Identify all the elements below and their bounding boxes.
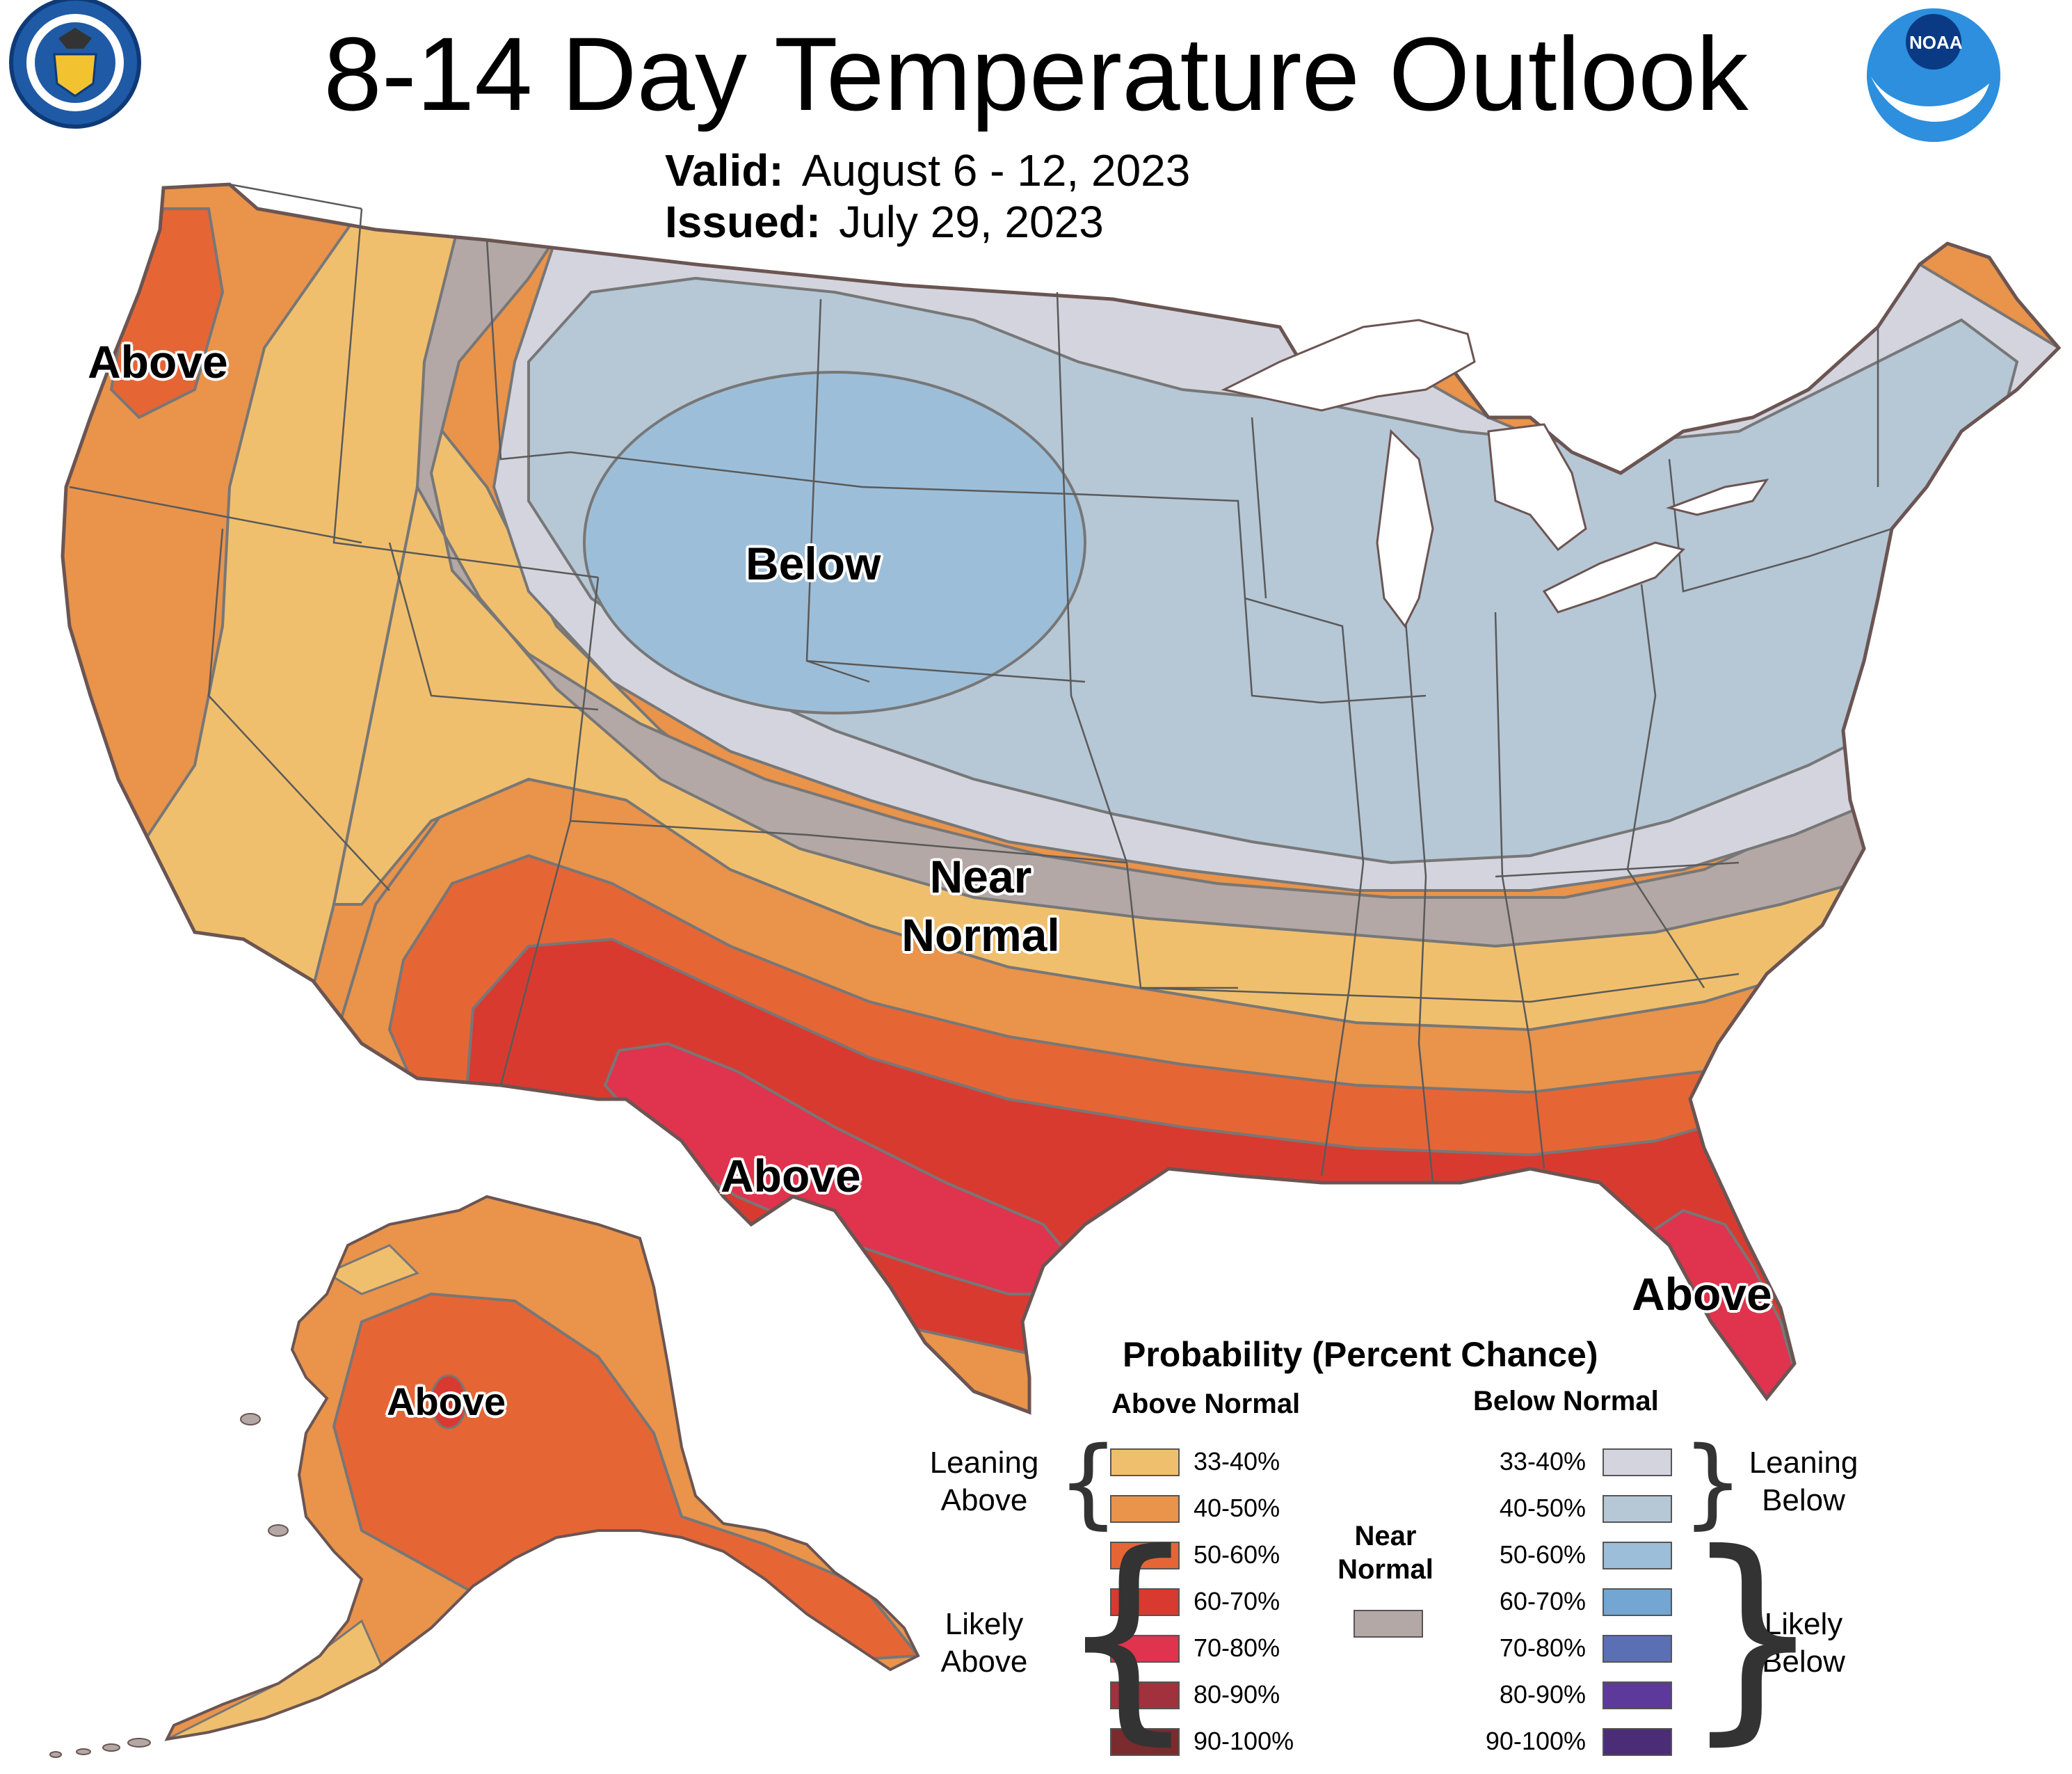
great-lakes bbox=[1221, 319, 1769, 628]
legend-below-header: Below Normal bbox=[1473, 1386, 1659, 1416]
label-near-normal-bottom: Normal bbox=[901, 909, 1060, 961]
below-normal-swatch bbox=[1603, 1588, 1672, 1616]
near-normal-legend-line1: Near bbox=[1354, 1521, 1417, 1551]
likely-below-label: Likely Below bbox=[1724, 1606, 1884, 1681]
below-normal-swatch bbox=[1603, 1448, 1672, 1476]
label-above-northwest: Above bbox=[88, 336, 228, 387]
legend-title: Probability (Percent Chance) bbox=[1123, 1335, 1598, 1374]
likely-above-brace: { bbox=[1057, 1505, 1199, 1764]
valid-dates: Valid: August 6 - 12, 2023 bbox=[665, 145, 1190, 196]
issued-value: July 29, 2023 bbox=[839, 197, 1104, 247]
leaning-below-line2: Below bbox=[1762, 1483, 1845, 1517]
label-above-alaska: Above bbox=[387, 1380, 506, 1423]
below-normal-range-label: 40-50% bbox=[1499, 1494, 1586, 1522]
aleutian-islands bbox=[49, 1413, 289, 1758]
below-normal-range-label: 33-40% bbox=[1499, 1447, 1586, 1476]
valid-value: August 6 - 12, 2023 bbox=[801, 145, 1191, 195]
likely-below-line1: Likely bbox=[1764, 1607, 1843, 1641]
above-normal-swatch bbox=[1110, 1542, 1180, 1569]
below-normal-swatch bbox=[1603, 1635, 1672, 1663]
above-normal-range-label: 90-100% bbox=[1194, 1727, 1294, 1755]
leaning-below-brace: } bbox=[1682, 1426, 1744, 1540]
above-normal-swatch bbox=[1110, 1635, 1180, 1663]
above-normal-swatch bbox=[1110, 1588, 1180, 1616]
noaa-logo-text: NOAA bbox=[1909, 32, 1963, 53]
likely-above-line1: Likely bbox=[945, 1607, 1024, 1641]
leaning-below-label: Leaning Below bbox=[1724, 1444, 1884, 1519]
above-normal-range-label: 60-70% bbox=[1194, 1587, 1280, 1615]
valid-label: Valid: bbox=[665, 145, 784, 195]
label-above-florida: Above bbox=[1632, 1268, 1772, 1320]
label-below-north: Below bbox=[746, 538, 881, 589]
below-normal-swatch bbox=[1603, 1495, 1672, 1523]
state-boundaries bbox=[69, 183, 1893, 1183]
below-normal-range-label: 90-100% bbox=[1485, 1727, 1586, 1755]
likely-below-brace: } bbox=[1682, 1505, 1824, 1764]
near-normal-legend-line2: Normal bbox=[1338, 1554, 1433, 1585]
above-normal-range-label: 70-80% bbox=[1194, 1633, 1280, 1662]
commerce-seal-logo bbox=[9, 0, 141, 129]
above-normal-swatch bbox=[1110, 1448, 1180, 1476]
leaning-above-label: Leaning Above bbox=[911, 1444, 1057, 1519]
near-normal-legend-label: Near Normal bbox=[1323, 1519, 1448, 1586]
likely-below-line2: Below bbox=[1762, 1645, 1845, 1679]
above-normal-range-label: 33-40% bbox=[1194, 1447, 1280, 1476]
alaska-outlook-bands bbox=[167, 1197, 918, 1739]
leaning-above-brace: { bbox=[1057, 1426, 1120, 1540]
likely-above-label: Likely Above bbox=[911, 1606, 1057, 1681]
below-normal-range-label: 50-60% bbox=[1499, 1540, 1586, 1569]
issued-label: Issued: bbox=[665, 197, 821, 247]
issued-date: Issued: July 29, 2023 bbox=[665, 196, 1104, 248]
leaning-below-line1: Leaning bbox=[1749, 1446, 1858, 1480]
below-normal-swatch bbox=[1603, 1542, 1672, 1569]
label-near-normal-top: Near bbox=[929, 851, 1032, 902]
above-normal-range-label: 40-50% bbox=[1194, 1494, 1280, 1522]
below-normal-range-label: 70-80% bbox=[1499, 1633, 1586, 1662]
label-above-south: Above bbox=[721, 1150, 861, 1201]
leaning-above-line1: Leaning bbox=[929, 1446, 1039, 1480]
below-normal-range-label: 60-70% bbox=[1499, 1587, 1586, 1615]
above-normal-swatch bbox=[1110, 1728, 1180, 1756]
leaning-above-line2: Above bbox=[940, 1483, 1028, 1517]
page-title: 8-14 Day Temperature Outlook bbox=[323, 15, 1749, 132]
noaa-logo bbox=[1867, 8, 2000, 142]
above-normal-range-label: 50-60% bbox=[1194, 1540, 1280, 1569]
below-normal-swatch bbox=[1603, 1681, 1672, 1709]
below-normal-range-label: 80-90% bbox=[1499, 1680, 1586, 1709]
near-normal-swatch bbox=[1354, 1610, 1423, 1638]
legend-above-header: Above Normal bbox=[1111, 1389, 1301, 1419]
likely-above-line2: Above bbox=[940, 1645, 1028, 1679]
above-normal-range-label: 80-90% bbox=[1194, 1680, 1280, 1709]
below-normal-swatch bbox=[1603, 1728, 1672, 1756]
above-normal-swatch bbox=[1110, 1495, 1180, 1523]
above-normal-swatch bbox=[1110, 1681, 1180, 1709]
